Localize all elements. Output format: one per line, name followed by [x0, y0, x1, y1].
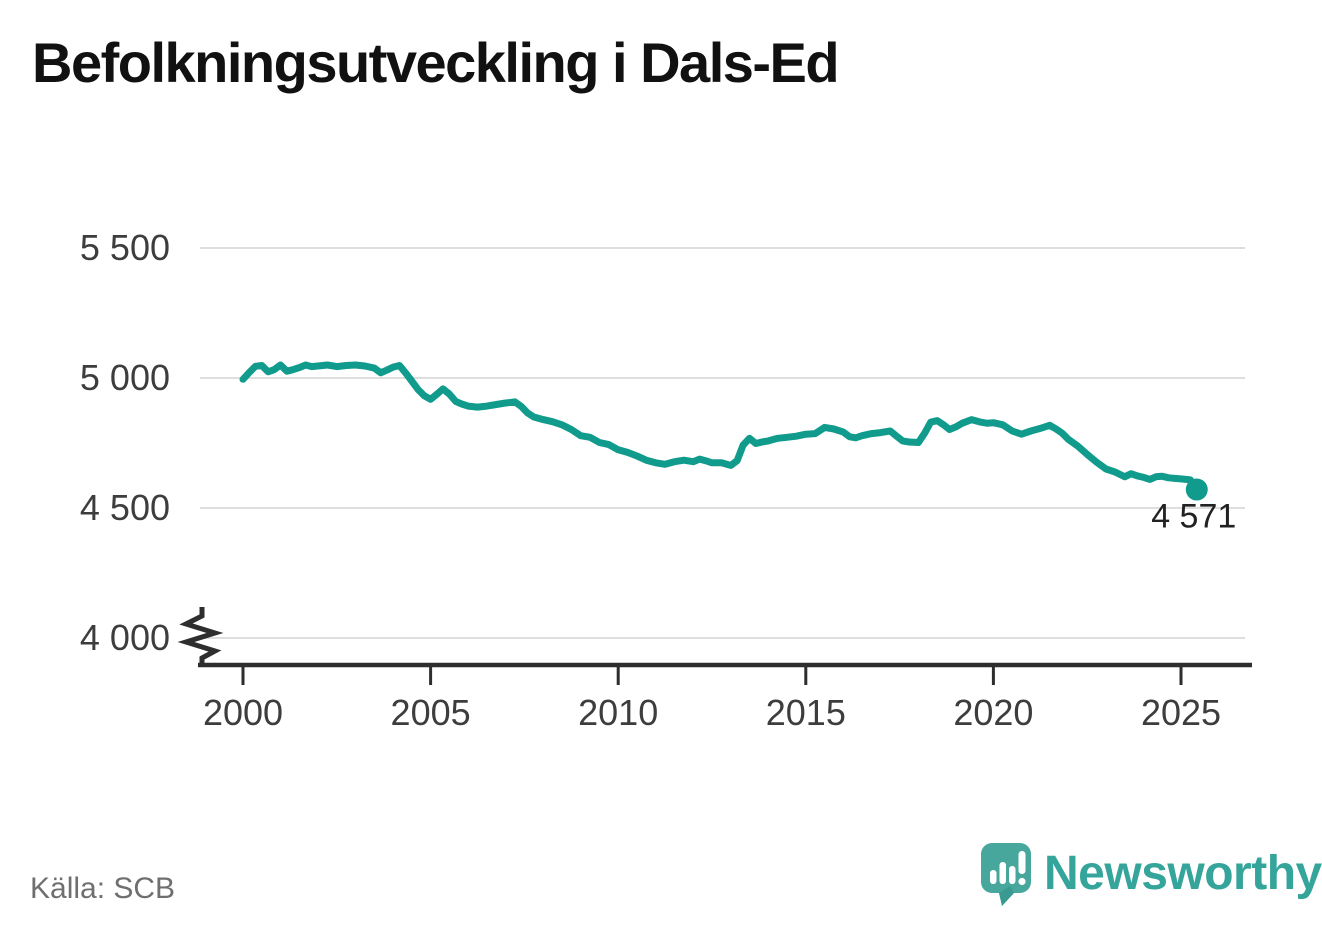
logo-bar-2	[999, 862, 1006, 884]
population-line-chart: 5 500 5 000 4 500 4 000 2000 2005 2010 2015 2020…	[80, 227, 1252, 733]
x-axis-tick-label: 2015	[766, 692, 846, 733]
x-axis-tick-label: 2005	[391, 692, 471, 733]
y-axis-tick-label: 5 500	[80, 227, 170, 268]
x-axis-tick-label: 2000	[203, 692, 283, 733]
x-axis-tick-label: 2025	[1141, 692, 1221, 733]
logo-exclamation-bar	[1018, 851, 1026, 874]
y-axis-tick-label: 4 000	[80, 617, 170, 658]
last-point-marker	[1185, 478, 1208, 501]
source-caption: Källa: SCB	[30, 872, 176, 905]
last-value-label: 4 571	[1151, 498, 1236, 536]
y-axis-tick-label: 5 000	[80, 357, 170, 398]
speech-bubble-shadow	[999, 886, 1014, 906]
newsworthy-brand: Newsworthy	[980, 842, 1322, 908]
newsworthy-logo-icon	[981, 843, 1031, 906]
x-axis-tick-label: 2010	[578, 692, 658, 733]
population-line	[239, 361, 1201, 493]
axis-break-icon	[177, 607, 224, 665]
logo-bar-1	[990, 870, 997, 884]
chart-title: Befolkningsutveckling i Dals-Ed	[32, 31, 840, 94]
logo-exclamation-dot	[1018, 877, 1026, 886]
newsworthy-wordmark: Newsworthy	[1044, 847, 1322, 900]
logo-bar-3	[1009, 866, 1016, 884]
y-axis-tick-label: 4 500	[80, 487, 170, 528]
x-axis-tick-label: 2020	[953, 692, 1033, 733]
